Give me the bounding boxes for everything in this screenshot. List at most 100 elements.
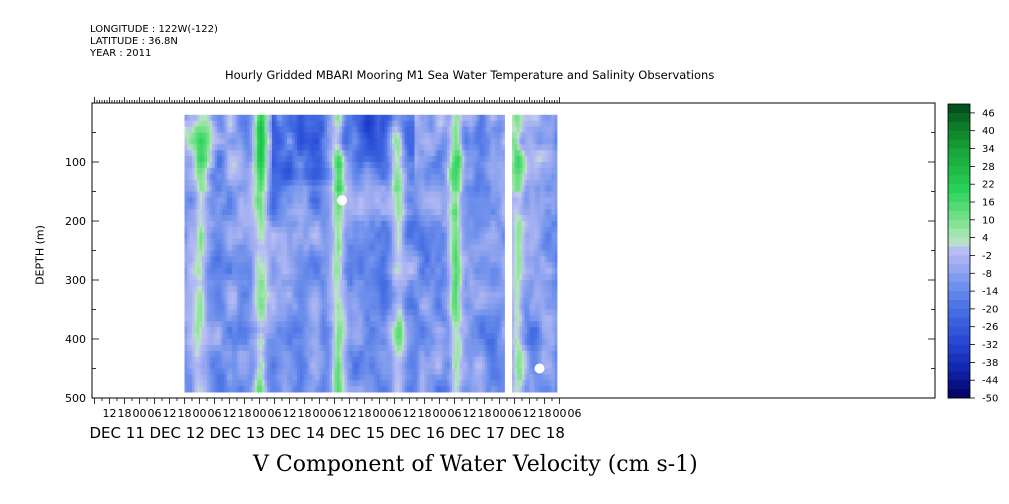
heatmap-cell xyxy=(377,185,380,192)
heatmap-cell xyxy=(257,368,260,375)
heatmap-cell xyxy=(287,191,290,198)
heatmap-cell xyxy=(394,350,398,358)
heatmap-cell xyxy=(352,114,355,122)
heatmap-cell xyxy=(419,232,423,240)
heatmap-cell xyxy=(247,350,250,358)
heatmap-cell xyxy=(352,250,355,257)
heatmap-cell xyxy=(409,173,413,181)
heatmap-cell xyxy=(224,203,228,210)
heatmap-cell xyxy=(442,232,445,240)
heatmap-cell xyxy=(409,209,413,216)
heatmap-cell xyxy=(234,303,238,310)
heatmap-cell xyxy=(247,221,250,228)
heatmap-cell xyxy=(409,114,413,122)
heatmap-cell xyxy=(217,368,220,375)
heatmap-cell xyxy=(269,327,273,334)
heatmap-cell xyxy=(317,197,320,204)
heatmap-cell xyxy=(232,150,235,157)
heatmap-cell xyxy=(269,344,273,352)
heatmap-cell xyxy=(324,285,328,293)
heatmap-cell xyxy=(439,280,443,287)
heatmap-cell xyxy=(232,356,235,363)
heatmap-cell xyxy=(399,114,403,122)
heatmap-cell xyxy=(419,315,423,322)
heatmap-cell xyxy=(382,274,385,281)
heatmap-cell xyxy=(437,356,440,363)
heatmap-cell xyxy=(327,321,330,328)
heatmap-cell xyxy=(404,232,408,240)
heatmap-cell xyxy=(299,321,303,328)
heatmap-cell xyxy=(212,362,215,369)
heatmap-cell xyxy=(409,362,413,369)
heatmap-cell xyxy=(427,197,430,204)
heatmap-cell xyxy=(414,321,418,328)
heatmap-cell xyxy=(292,173,295,181)
heatmap-cell xyxy=(322,262,325,269)
heatmap-cell xyxy=(342,256,345,263)
heatmap-cell xyxy=(284,221,288,228)
heatmap-cell xyxy=(262,221,265,228)
heatmap-cell xyxy=(199,250,203,257)
heatmap-cell xyxy=(264,374,268,381)
heatmap-cell xyxy=(409,144,413,151)
heatmap-cell xyxy=(379,362,383,369)
heatmap-cell xyxy=(214,339,218,346)
heatmap-cell xyxy=(229,386,233,393)
heatmap-cell xyxy=(387,297,390,304)
heatmap-cell xyxy=(392,209,395,216)
heatmap-cell xyxy=(442,380,445,387)
heatmap-cell xyxy=(294,291,298,299)
heatmap-cell xyxy=(404,203,408,210)
heatmap-cell xyxy=(217,126,220,133)
heatmap-cell xyxy=(284,156,288,163)
heatmap-cell xyxy=(369,309,373,316)
heatmap-cell xyxy=(204,362,208,369)
heatmap-cell xyxy=(207,339,210,346)
heatmap-cell xyxy=(184,315,188,322)
heatmap-cell xyxy=(297,315,300,322)
heatmap-cell xyxy=(414,221,418,228)
heatmap-cell xyxy=(219,226,223,234)
heatmap-cell xyxy=(224,132,228,139)
heatmap-cell xyxy=(212,232,215,240)
heatmap-cell xyxy=(392,333,395,340)
heatmap-cell xyxy=(424,274,428,281)
heatmap-cell xyxy=(317,215,320,222)
heatmap-cell xyxy=(369,244,373,251)
heatmap-cell xyxy=(244,327,248,334)
heatmap-cell xyxy=(372,274,375,281)
heatmap-cell xyxy=(419,362,423,369)
heatmap-cell xyxy=(369,274,373,281)
heatmap-cell xyxy=(432,285,435,293)
heatmap-cell xyxy=(302,327,305,334)
heatmap-cell xyxy=(247,291,250,299)
heatmap-cell xyxy=(374,232,378,240)
heatmap-cell xyxy=(227,291,230,299)
heatmap-cell xyxy=(187,350,190,358)
heatmap-cell xyxy=(194,386,198,393)
heatmap-cell xyxy=(309,144,313,151)
heatmap-cell xyxy=(189,368,193,375)
heatmap-cell xyxy=(299,132,303,139)
heatmap-cell xyxy=(294,156,298,163)
heatmap-cell xyxy=(409,386,413,393)
heatmap-cell xyxy=(239,380,243,387)
heatmap-cell xyxy=(354,303,358,310)
heatmap-cell xyxy=(394,197,398,204)
heatmap-cell xyxy=(232,368,235,375)
heatmap-cell xyxy=(294,339,298,346)
heatmap-cell xyxy=(374,380,378,387)
heatmap-cell xyxy=(369,285,373,293)
heatmap-cell xyxy=(377,173,380,181)
heatmap-cell xyxy=(274,380,278,387)
heatmap-cell xyxy=(317,297,320,304)
heatmap-cell xyxy=(292,380,295,387)
heatmap-cell xyxy=(227,244,230,251)
heatmap-cell xyxy=(424,162,428,169)
heatmap-cell xyxy=(399,179,403,186)
heatmap-cell xyxy=(447,185,450,192)
heatmap-cell xyxy=(234,262,238,269)
heatmap-cell xyxy=(402,268,405,275)
heatmap-cell xyxy=(294,368,298,375)
heatmap-cell xyxy=(299,380,303,387)
